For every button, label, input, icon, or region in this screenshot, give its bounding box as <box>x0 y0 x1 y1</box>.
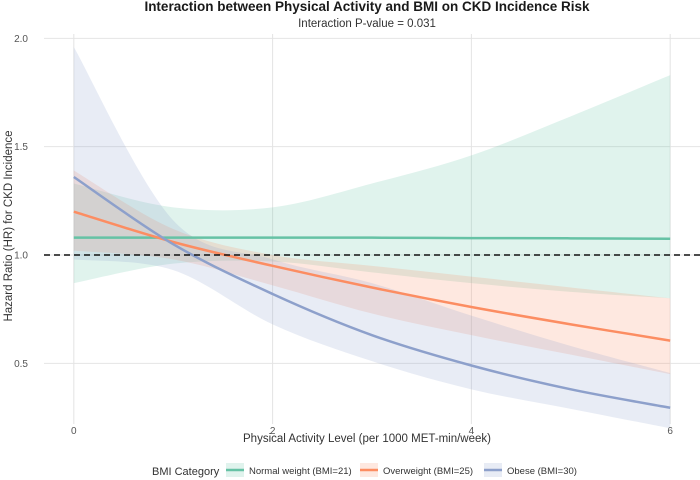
legend-item-normal-weight: Normal weight (BMI=21) <box>226 463 352 477</box>
x-tick-label-0: 0 <box>71 426 77 437</box>
tick-labels: 0 2 4 6 0.5 1.0 1.5 2.0 <box>14 34 673 437</box>
y-tick-label-3: 2.0 <box>14 34 28 45</box>
chart-title: Interaction between Physical Activity an… <box>144 0 590 14</box>
legend-label-overweight: Overweight (BMI=25) <box>383 466 473 477</box>
x-tick-label-3: 6 <box>667 426 673 437</box>
ci-band-2 <box>73 47 671 429</box>
x-tick-label-1: 2 <box>270 426 276 437</box>
y-tick-label-0: 0.5 <box>14 359 28 370</box>
y-tick-label-2: 1.5 <box>14 142 28 153</box>
y-axis-label: Hazard Ratio (HR) for CKD Incidence <box>3 130 15 321</box>
legend-label-obese: Obese (BMI=30) <box>507 466 577 477</box>
ci-band-0 <box>73 75 671 299</box>
legend: BMI Category Normal weight (BMI=21) Over… <box>152 463 577 478</box>
series-line-1 <box>73 210 671 342</box>
x-tick-label-2: 4 <box>469 426 475 437</box>
legend-item-obese: Obese (BMI=30) <box>484 463 577 477</box>
x-axis-label: Physical Activity Level (per 1000 MET-mi… <box>243 433 491 445</box>
legend-title: BMI Category <box>152 466 220 478</box>
confidence-bands <box>73 47 671 429</box>
y-tick-label-1: 1.0 <box>14 251 28 262</box>
legend-label-normal-weight: Normal weight (BMI=21) <box>249 466 352 477</box>
series-line-0 <box>73 236 671 240</box>
legend-item-overweight: Overweight (BMI=25) <box>360 463 473 477</box>
grid <box>44 34 700 424</box>
series-lines <box>73 175 671 409</box>
chart-subtitle: Interaction P-value = 0.031 <box>298 18 436 30</box>
ci-band-1 <box>73 170 671 375</box>
series-line-2 <box>73 175 671 409</box>
